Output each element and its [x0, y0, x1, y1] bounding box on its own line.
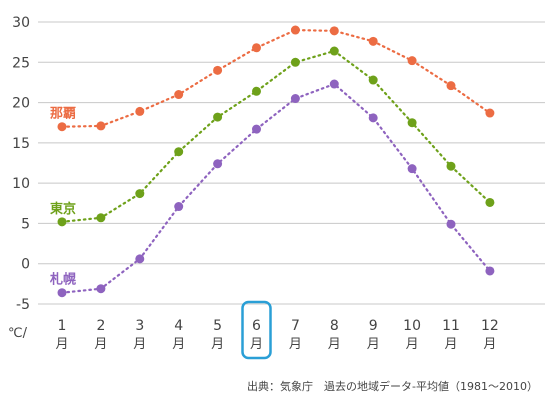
- data-point: [446, 161, 456, 171]
- series-line-1: [60, 49, 491, 223]
- series-name-label: 那覇: [50, 107, 76, 122]
- series-name-label: 東京: [50, 201, 76, 217]
- series-line-0: [60, 28, 491, 128]
- y-tick-label: 0: [21, 257, 30, 273]
- x-tick-label: 9: [369, 318, 378, 334]
- x-tick-unit: 月: [55, 337, 68, 352]
- x-tick-unit: 月: [289, 337, 302, 352]
- x-tick-label: 7: [291, 318, 300, 334]
- y-tick-label: -5: [16, 297, 30, 313]
- grid-lines: [38, 21, 545, 305]
- data-point: [368, 75, 378, 85]
- y-axis-ticks: 30 25 20 15 10 5 0 -5: [12, 15, 30, 313]
- data-point: [96, 121, 106, 131]
- data-point: [329, 46, 339, 56]
- highlight-box: [241, 300, 272, 360]
- series-lines: [57, 25, 495, 298]
- data-point: [368, 36, 378, 46]
- y-axis-unit-label: ℃/: [8, 326, 28, 341]
- data-point: [252, 124, 261, 134]
- data-point: [96, 213, 106, 223]
- x-tick-label: 2: [96, 318, 105, 334]
- x-tick-label: 8: [330, 318, 339, 334]
- y-tick-label: 30: [12, 15, 30, 31]
- x-tick-unit: 月: [367, 337, 380, 352]
- data-point: [57, 288, 67, 298]
- data-point: [213, 112, 223, 122]
- data-point: [174, 147, 184, 157]
- x-tick-unit: 月: [444, 337, 457, 352]
- data-point: [174, 90, 184, 100]
- x-tick-unit: 月: [94, 337, 107, 352]
- x-tick-label: 1: [58, 318, 67, 334]
- data-point: [213, 65, 223, 75]
- data-point: [290, 94, 300, 104]
- x-tick-label: 11: [442, 318, 460, 334]
- x-tick-unit: 月: [172, 337, 185, 352]
- data-point: [57, 217, 67, 227]
- x-tick-label: 4: [174, 318, 183, 334]
- data-point: [329, 79, 339, 89]
- data-point: [213, 159, 223, 169]
- data-point: [174, 202, 184, 212]
- data-point: [96, 284, 106, 294]
- data-point: [252, 86, 261, 96]
- source-note: 出典：気象庁 過去の地域データ-平均値（1981〜2010）: [247, 379, 538, 393]
- data-point: [57, 122, 67, 132]
- data-point: [446, 81, 456, 91]
- x-tick-label: 6: [252, 318, 261, 334]
- x-tick-unit: 月: [133, 337, 146, 352]
- y-tick-label: 5: [21, 216, 30, 232]
- data-point: [407, 118, 417, 128]
- data-point: [329, 26, 339, 36]
- data-point: [135, 254, 145, 264]
- x-tick-label: 5: [213, 318, 222, 334]
- data-point: [368, 113, 378, 123]
- data-point: [485, 197, 495, 207]
- data-point: [252, 43, 261, 53]
- series-line-2: [60, 82, 491, 294]
- data-point: [290, 57, 300, 67]
- series-name-label: 札幌: [49, 272, 76, 288]
- x-tick-unit: 月: [250, 337, 263, 352]
- y-tick-label: 10: [12, 176, 30, 192]
- data-point: [485, 266, 495, 276]
- x-axis-ticks: 1 月 2 月 3 月 4 月 5 月 6 月 7 月 8 月 9 月 10 月 11 月 12 月: [55, 300, 499, 360]
- y-tick-label: 15: [12, 136, 30, 152]
- x-tick-label: 3: [135, 318, 144, 334]
- data-point: [290, 25, 300, 35]
- data-point: [135, 106, 145, 116]
- x-tick-unit: 月: [406, 337, 419, 352]
- data-point: [446, 219, 456, 229]
- data-point: [407, 56, 417, 66]
- x-tick-unit: 月: [328, 337, 341, 352]
- x-tick-label: 12: [481, 318, 499, 334]
- y-tick-label: 20: [12, 96, 30, 112]
- data-point: [135, 189, 145, 199]
- x-tick-unit: 月: [483, 337, 496, 352]
- x-tick-label: 10: [403, 318, 421, 334]
- data-point: [485, 108, 495, 118]
- y-tick-label: 25: [12, 55, 30, 71]
- x-tick-unit: 月: [211, 337, 224, 352]
- data-point: [407, 164, 417, 174]
